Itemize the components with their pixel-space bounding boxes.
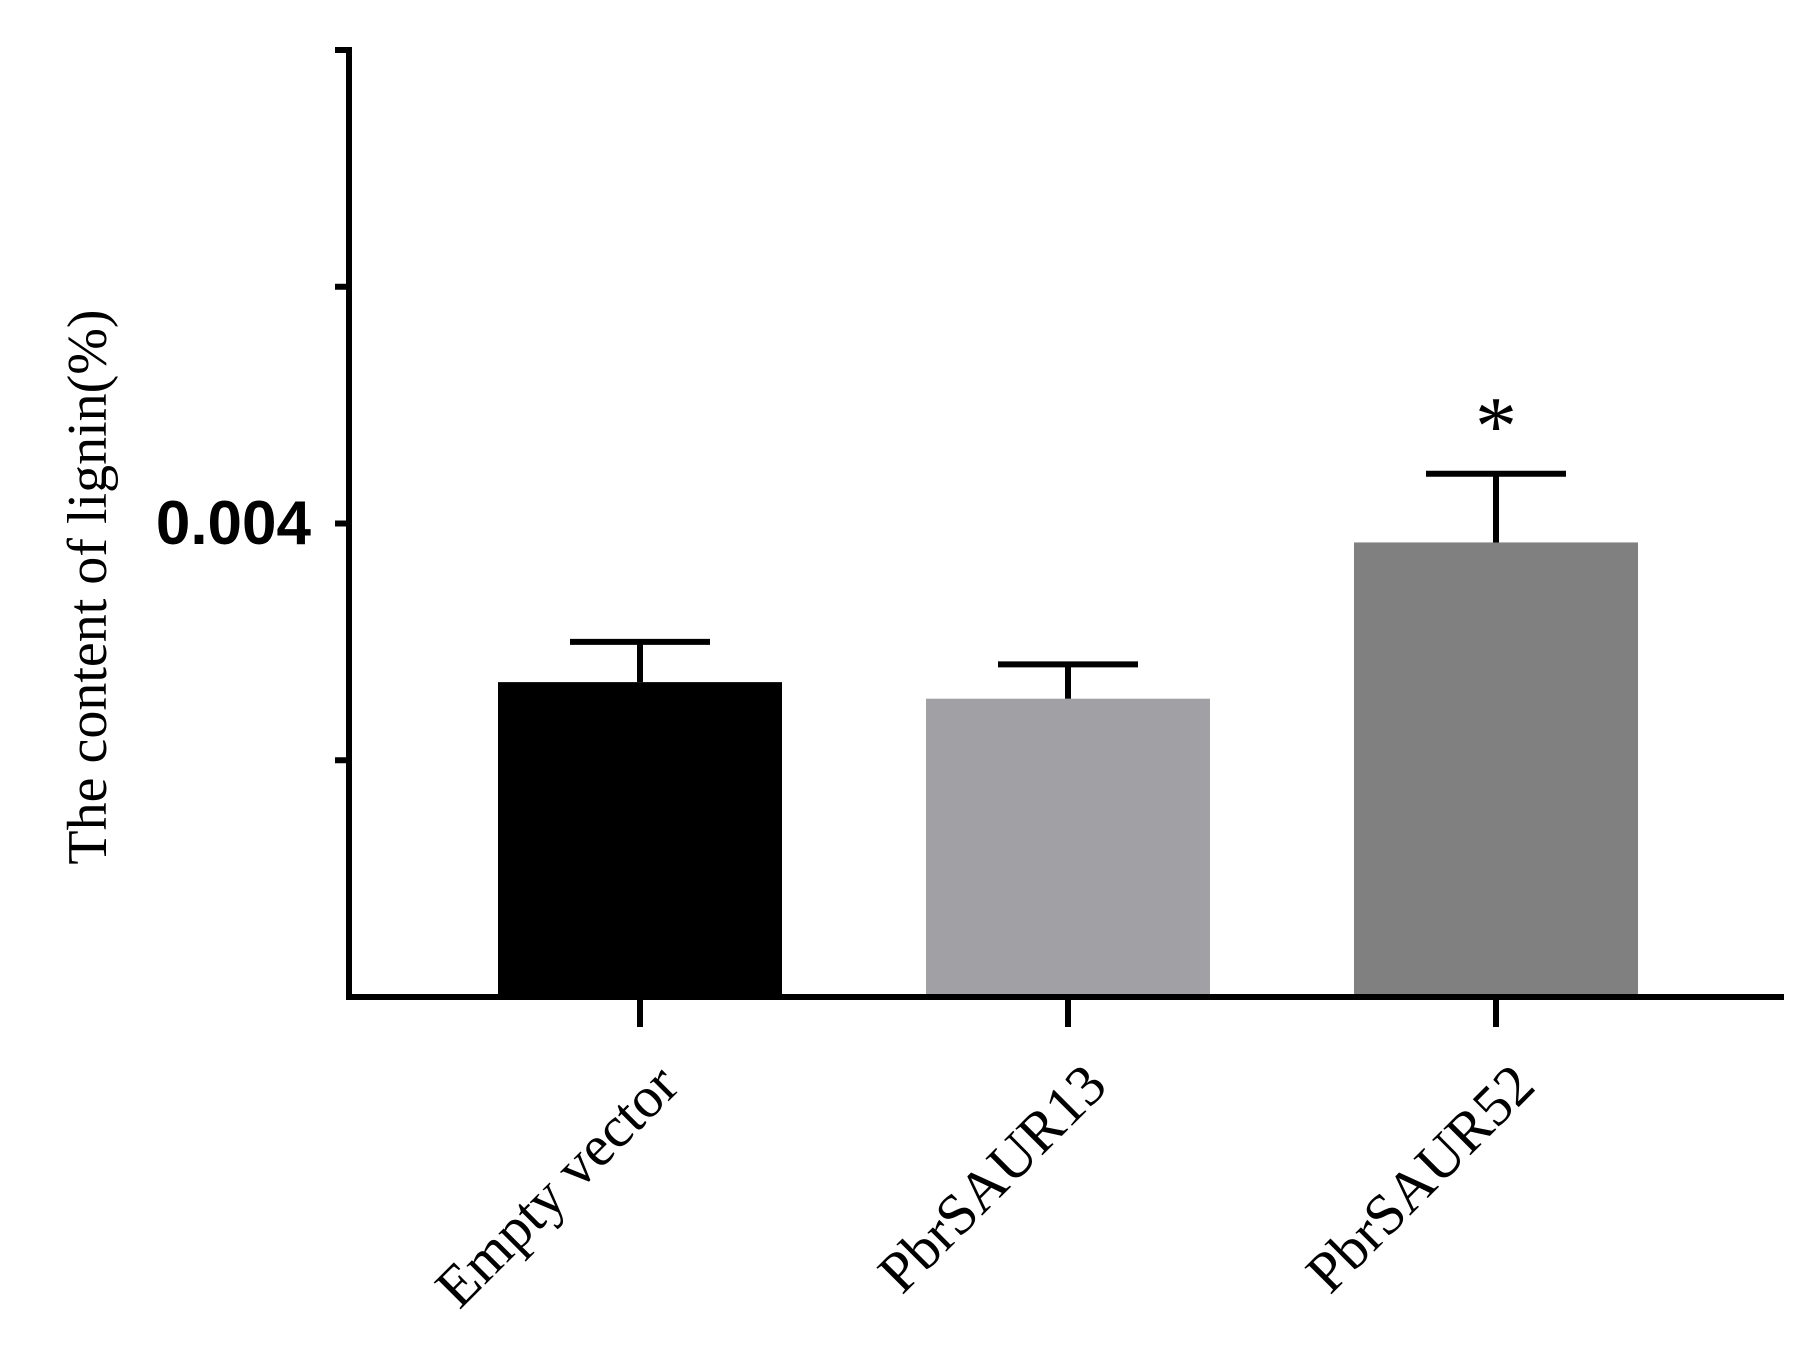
y-tick-label-2: 0.004 [156, 489, 312, 558]
bars-layer [498, 542, 1638, 997]
y-ticks-layer: 0.004 [156, 47, 349, 764]
bar-empty-vector [498, 682, 782, 997]
x-tick-label-empty-vector: Empty vector [423, 1052, 691, 1320]
significance-mark-pbrsaur52: * [1475, 380, 1517, 473]
error-bars-layer [570, 470, 1566, 699]
x-tick-label-pbrsaur13: PbrSAUR13 [865, 1052, 1118, 1305]
x-tick-label-pbrsaur52: PbrSAUR52 [1293, 1052, 1546, 1305]
annotations-layer: * [1475, 380, 1517, 473]
bar-pbrsaur13 [926, 698, 1210, 997]
bar-pbrsaur52 [1354, 542, 1638, 997]
x-ticks-layer: Empty vector PbrSAUR13 PbrSAUR52 [423, 997, 1547, 1320]
y-axis-title: The content of lignin(%) [57, 309, 119, 864]
